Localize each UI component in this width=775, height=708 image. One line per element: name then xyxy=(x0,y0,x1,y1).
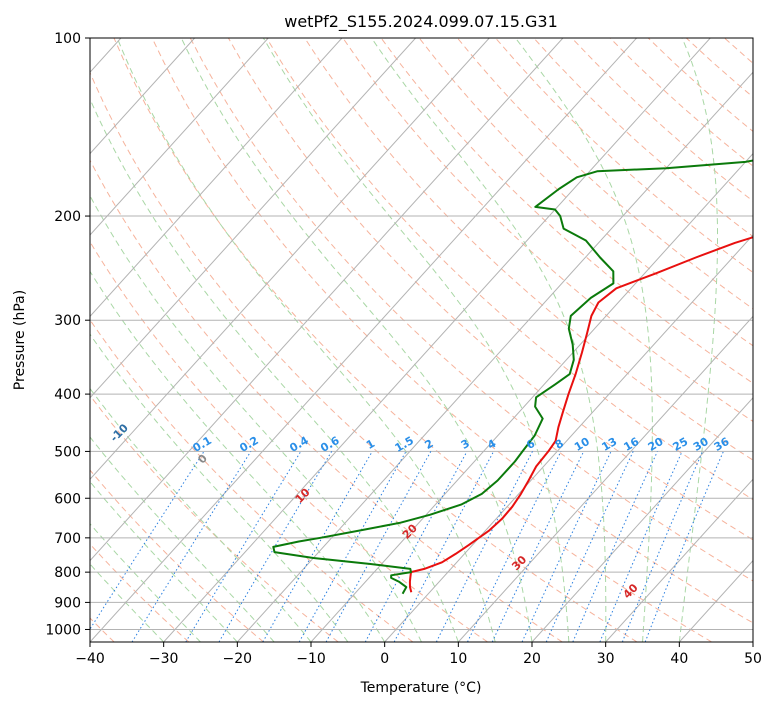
isotherm-line xyxy=(90,38,637,642)
mixing-ratio-line xyxy=(90,451,205,630)
moist-adiabat-line xyxy=(90,436,275,642)
y-tick-label: 400 xyxy=(54,387,81,403)
dry-adiabat-line xyxy=(266,38,753,501)
y-tick-label: 200 xyxy=(54,209,81,225)
x-tick-label: 20 xyxy=(523,651,541,667)
mixing-ratio-line xyxy=(545,451,634,642)
moist-adiabat-line xyxy=(90,97,459,642)
moist-adiabat-line xyxy=(678,38,718,642)
mixing-ratio-line xyxy=(644,451,724,642)
isotherm-line xyxy=(90,38,269,236)
isotherm-line xyxy=(457,315,753,642)
isotherm-line xyxy=(90,38,564,562)
dewpoint-profile-line xyxy=(272,159,753,595)
moist-adiabat-line xyxy=(515,38,653,642)
y-tick-label: 800 xyxy=(54,565,81,581)
y-tick-label: 600 xyxy=(54,491,81,507)
x-tick-label: 10 xyxy=(449,651,467,667)
y-tick-label: 1000 xyxy=(45,622,81,638)
mixing-ratio-line xyxy=(572,451,658,642)
moist-adiabat-line xyxy=(262,38,570,642)
isotherm-line xyxy=(90,38,490,480)
x-tick-label: 50 xyxy=(744,651,762,667)
isotherm-line xyxy=(531,397,753,642)
x-tick-label: −30 xyxy=(149,651,179,667)
y-tick-label: 500 xyxy=(54,444,81,460)
x-axis: −40 −30 −20 −10 0 10 20 30 40 50 xyxy=(75,642,762,667)
temperature-profile-line xyxy=(408,236,753,593)
x-tick-label: 40 xyxy=(670,651,688,667)
mixing-ratio-line xyxy=(298,451,407,642)
x-tick-label: −20 xyxy=(223,651,253,667)
isotherm-line xyxy=(163,38,711,642)
moist-adiabat-line xyxy=(371,38,607,642)
isotherm-line xyxy=(605,478,753,642)
mixing-ratio-line xyxy=(599,451,683,642)
isotherm-line xyxy=(90,38,343,318)
dry-adiabat-line xyxy=(90,543,190,642)
moist-adiabat-line xyxy=(116,38,496,642)
dry-adiabat-line xyxy=(151,38,753,624)
y-tick-label: 300 xyxy=(54,313,81,329)
dry-adiabat-line xyxy=(457,38,753,310)
dry-adiabat-line xyxy=(189,38,753,582)
x-axis-label: Temperature (°C) xyxy=(360,680,482,696)
x-tick-label: −10 xyxy=(296,651,326,667)
isotherm-line xyxy=(90,38,416,399)
isotherm-line xyxy=(384,234,753,642)
chart-title: wetPf2_S155.2024.099.07.15.G31 xyxy=(284,12,558,32)
dry-adiabat-line xyxy=(113,38,712,642)
sounding-series xyxy=(272,159,753,595)
y-axis: 100 200 300 400 500 600 700 800 900 1000 xyxy=(45,31,90,638)
mixing-ratio-line xyxy=(621,451,704,642)
moist-adiabat-line xyxy=(90,480,238,642)
dry-adiabat-line xyxy=(90,240,488,642)
mixing-ratio-line xyxy=(364,451,468,642)
x-tick-label: 30 xyxy=(597,651,615,667)
y-axis-label: Pressure (hPa) xyxy=(12,290,28,390)
isotherm-line xyxy=(90,38,195,155)
dry-adiabat-line xyxy=(90,469,264,642)
mixing-ratio-line xyxy=(435,451,533,642)
x-tick-label: −40 xyxy=(75,651,105,667)
isotherm-line xyxy=(236,71,753,642)
plot-frame xyxy=(89,37,754,643)
dry-adiabat-line xyxy=(90,159,563,642)
y-tick-label: 100 xyxy=(54,31,81,47)
x-tick-label: 0 xyxy=(380,651,389,667)
isobars xyxy=(90,38,753,630)
isotherms xyxy=(90,38,753,642)
moist-adiabat-line xyxy=(90,333,349,642)
dry-adiabat-line xyxy=(90,394,339,642)
y-tick-label: 900 xyxy=(54,595,81,611)
moist-adiabat-line xyxy=(90,270,386,642)
mixing-ratio-line xyxy=(131,451,252,642)
y-tick-label: 700 xyxy=(54,531,81,547)
